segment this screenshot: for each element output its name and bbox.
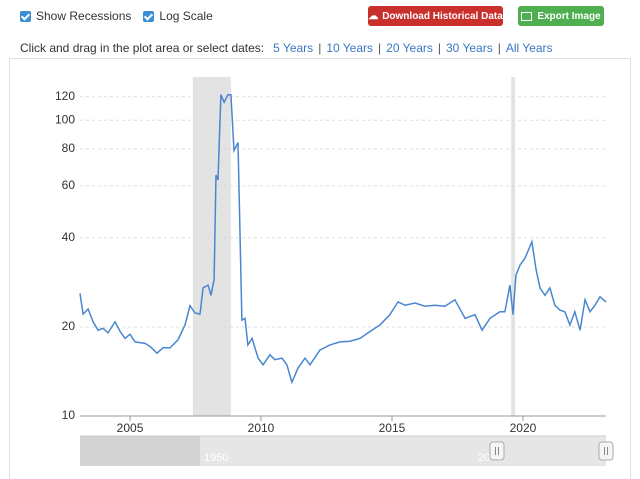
y-tick-label: 60 (62, 178, 76, 192)
checkbox[interactable] (143, 10, 155, 22)
range-link[interactable]: 30 Years (446, 41, 493, 55)
series-line (79, 93, 607, 385)
x-tick-label: 2020 (510, 421, 537, 435)
recession-band (192, 77, 231, 416)
button-label[interactable]: Download Historical Data (382, 10, 503, 22)
separator: | (437, 41, 441, 55)
y-tick-label: 80 (62, 141, 76, 155)
range-link[interactable]: 20 Years (386, 41, 433, 55)
chart-frame (9, 58, 631, 479)
toolbar: Show Recessions Log Scale (20, 9, 213, 23)
navigator-mask (80, 436, 200, 466)
x-tick-label: 2005 (117, 421, 144, 435)
navigator-handle (598, 441, 614, 461)
recession-band (511, 77, 516, 416)
range-prompt: Click and drag in the plot area or selec… (20, 41, 265, 55)
y-tick-label: 10 (62, 408, 76, 422)
separator: | (378, 41, 382, 55)
range-bar: Click and drag in the plot area or selec… (20, 41, 558, 55)
x-tick-label: 2015 (379, 421, 406, 435)
y-tick-label: 120 (55, 89, 75, 103)
separator: | (497, 41, 501, 55)
button-label[interactable]: Export Image (537, 10, 601, 22)
range-link[interactable]: 10 Years (326, 41, 374, 55)
checkbox-label[interactable]: Log Scale (159, 9, 213, 23)
y-tick-label: 20 (62, 319, 76, 333)
range-link[interactable]: All Years (505, 41, 553, 55)
navigator-handle (489, 441, 505, 461)
y-tick-label: 40 (62, 230, 76, 244)
y-tick-label: 100 (55, 112, 75, 126)
range-link[interactable]: 5 Years (273, 41, 314, 55)
download-button[interactable]: ☁ Download Historical Data (368, 6, 503, 26)
checkbox[interactable] (20, 10, 31, 22)
navigator-label: 1950 (204, 452, 228, 464)
x-tick-label: 2010 (248, 421, 275, 435)
export-button[interactable]: Export Image (518, 6, 604, 26)
separator: | (318, 41, 322, 55)
checkbox-label[interactable]: Show Recessions (36, 9, 132, 23)
